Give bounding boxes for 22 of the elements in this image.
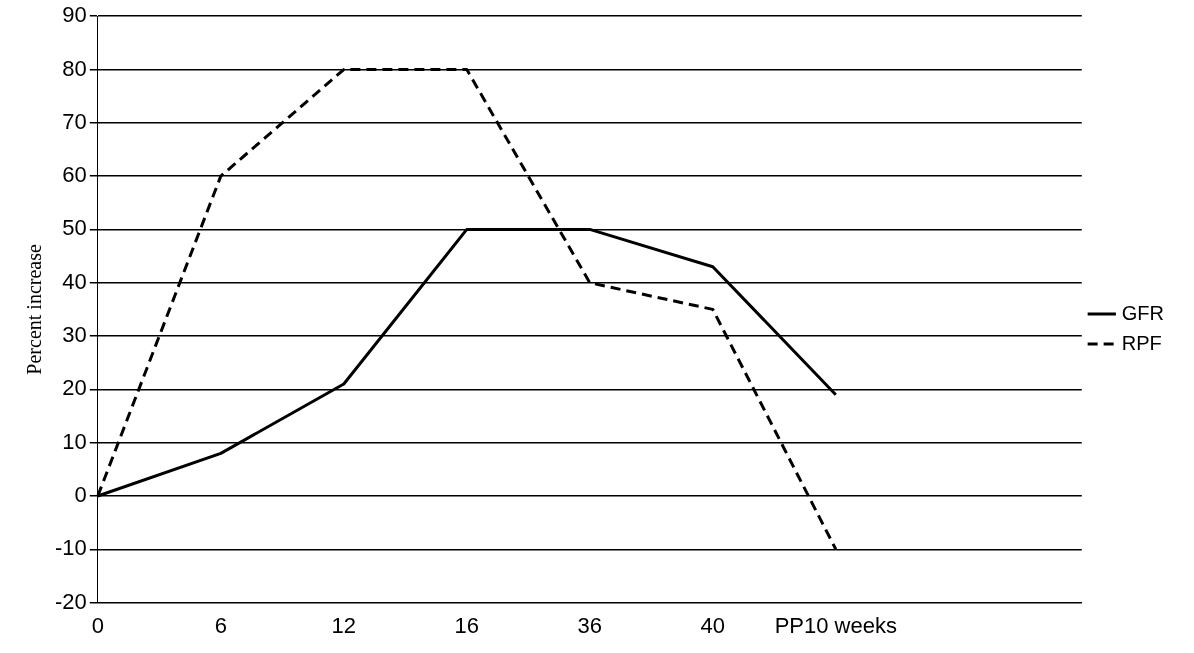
y-tick-label: 0 bbox=[74, 482, 87, 508]
x-tick-label: 0 bbox=[91, 612, 104, 638]
y-tick-label: 90 bbox=[62, 2, 87, 28]
y-tick-label: 50 bbox=[62, 215, 87, 241]
y-tick-label: -10 bbox=[55, 535, 87, 561]
y-tick-label: 30 bbox=[62, 322, 87, 348]
y-axis-title: Percent increase bbox=[23, 244, 46, 375]
x-tick-label: PP10 weeks bbox=[774, 612, 897, 638]
y-tick-label: -20 bbox=[55, 588, 87, 614]
legend-label: GFR bbox=[1121, 301, 1164, 324]
y-tick-label: 70 bbox=[62, 108, 87, 134]
x-tick-label: 12 bbox=[331, 612, 357, 638]
y-tick-label: 80 bbox=[62, 55, 87, 81]
x-tick-label: 40 bbox=[700, 612, 726, 638]
x-tick-label: 16 bbox=[454, 612, 480, 638]
y-tick-label: 20 bbox=[62, 375, 87, 401]
y-tick-label: 60 bbox=[62, 162, 87, 188]
x-tick-label: 36 bbox=[577, 612, 603, 638]
y-tick-label: 40 bbox=[62, 268, 87, 294]
x-tick-label: 6 bbox=[214, 612, 227, 638]
legend-label: RPF bbox=[1121, 331, 1162, 354]
y-tick-label: 10 bbox=[62, 428, 87, 454]
